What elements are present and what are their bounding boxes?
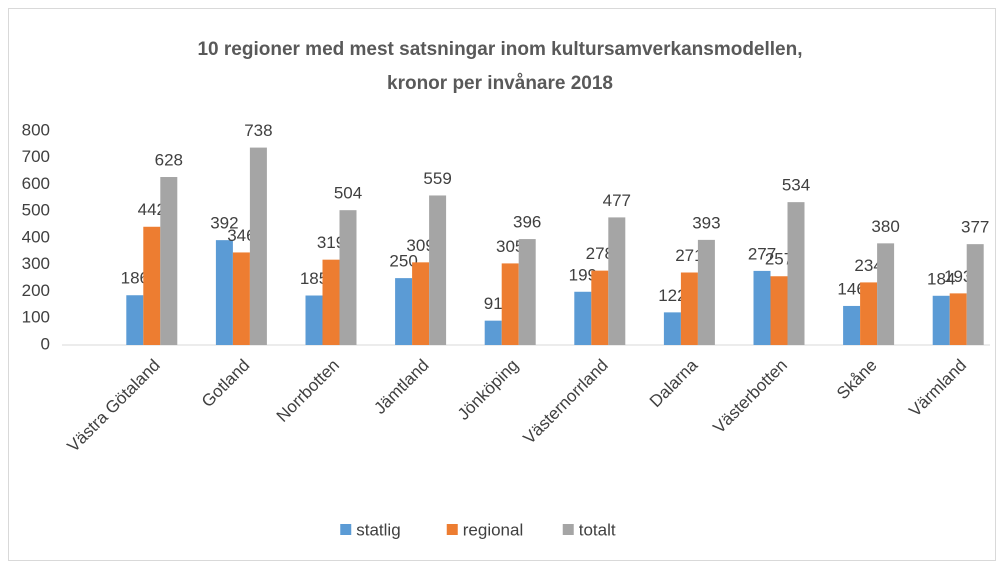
y-tick-label: 0 — [41, 334, 50, 353]
data-label: 257 — [765, 250, 793, 269]
bar — [339, 210, 357, 345]
data-label: 184 — [927, 269, 955, 288]
legend-swatch — [446, 524, 458, 535]
bar — [322, 259, 340, 345]
data-label: 346 — [227, 226, 255, 245]
legend-swatch — [562, 524, 574, 535]
data-label: 393 — [692, 213, 720, 232]
legend-swatch — [340, 524, 352, 535]
data-label: 392 — [210, 214, 238, 233]
data-label: 146 — [837, 279, 865, 298]
bar — [249, 147, 267, 345]
bar — [518, 239, 536, 345]
bar — [753, 270, 771, 345]
bar — [843, 305, 861, 345]
data-label: 271 — [675, 246, 703, 265]
data-label: 185 — [300, 269, 328, 288]
data-label: 534 — [782, 176, 810, 195]
y-tick-label: 500 — [22, 201, 50, 220]
chart-title: kronor per invånare 2018 — [387, 73, 613, 94]
bar — [305, 295, 323, 345]
bar — [501, 263, 519, 345]
bar — [949, 293, 967, 345]
data-label: 234 — [854, 256, 882, 275]
bar — [160, 177, 178, 345]
bar — [412, 262, 430, 345]
bar — [787, 202, 805, 345]
bar — [429, 195, 447, 345]
data-label: 250 — [389, 252, 417, 271]
y-tick-label: 100 — [22, 308, 50, 327]
data-label: 277 — [748, 244, 776, 263]
y-tick-label: 300 — [22, 254, 50, 273]
data-label: 186 — [121, 269, 149, 288]
bar — [143, 226, 161, 345]
chart-title: 10 regioner med mest satsningar inom kul… — [197, 39, 802, 60]
bar — [680, 272, 698, 345]
bar — [966, 244, 984, 345]
legend-label: regional — [463, 520, 524, 539]
bar — [608, 217, 626, 345]
bar — [877, 243, 895, 345]
data-label: 380 — [871, 217, 899, 236]
legend-label: statlig — [356, 520, 400, 539]
bar — [126, 295, 144, 345]
bar — [591, 270, 609, 345]
data-label: 122 — [658, 286, 686, 305]
y-tick-label: 400 — [22, 227, 50, 246]
y-tick-label: 700 — [22, 147, 50, 166]
bar — [697, 239, 715, 345]
data-label: 377 — [961, 218, 989, 237]
bar — [860, 282, 878, 345]
data-label: 305 — [496, 237, 524, 256]
y-tick-label: 200 — [22, 281, 50, 300]
bar — [663, 312, 681, 345]
data-label: 504 — [334, 184, 362, 203]
data-label: 738 — [244, 121, 272, 140]
data-label: 442 — [138, 200, 166, 219]
data-label: 396 — [513, 213, 541, 232]
bar — [770, 276, 788, 345]
bar — [932, 295, 950, 345]
bar — [484, 320, 502, 345]
data-label: 559 — [423, 169, 451, 188]
data-label: 319 — [317, 233, 345, 252]
y-tick-label: 800 — [22, 120, 50, 139]
bar — [395, 278, 413, 345]
bar — [215, 240, 233, 345]
bar — [574, 291, 592, 345]
data-label: 278 — [586, 244, 614, 263]
data-label: 91 — [484, 294, 503, 313]
bar — [232, 252, 250, 345]
y-tick-label: 600 — [22, 174, 50, 193]
data-label: 193 — [944, 267, 972, 286]
legend-label: totalt — [579, 520, 616, 539]
data-label: 309 — [406, 236, 434, 255]
data-label: 477 — [603, 191, 631, 210]
data-label: 199 — [569, 265, 597, 284]
data-label: 628 — [155, 150, 183, 169]
